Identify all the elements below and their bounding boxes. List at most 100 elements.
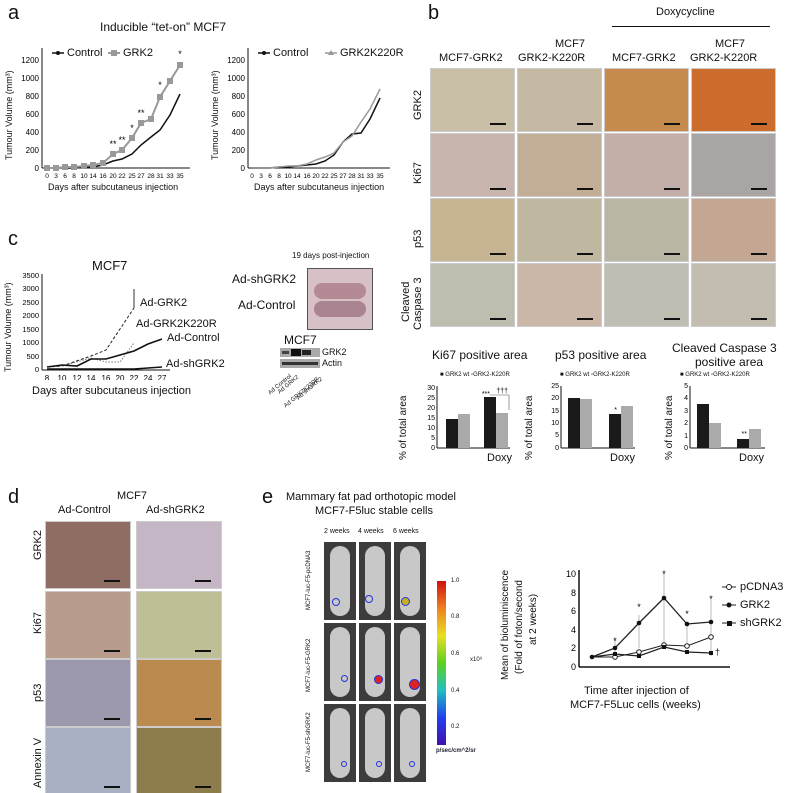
svg-text:14: 14 <box>87 374 96 380</box>
svg-text:35: 35 <box>376 173 384 180</box>
svg-text:*: * <box>130 123 134 133</box>
svg-text:**: ** <box>137 108 145 118</box>
svg-text:*: * <box>178 49 182 59</box>
svg-text:4: 4 <box>571 625 576 635</box>
svg-text:15: 15 <box>427 415 435 422</box>
svg-text:15: 15 <box>551 408 559 415</box>
b-row-caspase-b: Caspase 3 <box>412 277 424 330</box>
blot-band-grk2: GRK2 <box>322 347 347 357</box>
colorbar-tick-0.2: 0.2 <box>451 724 460 730</box>
svg-text:†††: ††† <box>496 388 508 395</box>
svg-text:800: 800 <box>26 92 40 101</box>
svg-text:500: 500 <box>26 352 39 361</box>
p53-xlabel: Doxy <box>610 452 636 464</box>
b-row-p53: p53 <box>412 229 424 248</box>
b-col-4b: GRK2-K220R <box>690 52 758 64</box>
svg-text:400: 400 <box>232 128 246 137</box>
p53-ylabel: % of total area <box>524 395 535 460</box>
panel-e-title-2: MCF7-F5luc stable cells <box>315 505 433 517</box>
b-col-1: MCF7-GRK2 <box>439 52 503 64</box>
ki67-xlabel: Doxy <box>487 452 513 464</box>
d-col-ad-control: Ad-Control <box>58 504 111 516</box>
panel-c-label: c <box>8 228 18 250</box>
svg-text:27: 27 <box>339 173 347 180</box>
d-row-p53: p53 <box>32 683 44 702</box>
ki67-ylabel: % of total area <box>398 395 409 460</box>
e-row-pcdna3: MCF7-luc-F5-pcDNA3 <box>306 550 312 610</box>
photo-caption: 19 days post-injection <box>292 251 370 260</box>
photo-label-ad-shgrk2: Ad-shGRK2 <box>232 272 297 286</box>
svg-text:22: 22 <box>321 173 329 180</box>
svg-text:27: 27 <box>158 374 167 380</box>
svg-text:8: 8 <box>72 173 76 180</box>
colorbar-tick-1.0: 1.0 <box>451 578 460 584</box>
svg-text:20: 20 <box>551 395 559 402</box>
p53-legend: ■ GRK2 wt ▫GRK2-K220R <box>560 372 630 378</box>
svg-text:2: 2 <box>684 420 688 427</box>
svg-text:*: * <box>709 594 713 604</box>
colorbar <box>437 581 446 745</box>
e-legend-grk2: GRK2 <box>740 599 770 611</box>
b-row-ki67: Ki67 <box>412 161 424 184</box>
svg-text:20: 20 <box>427 405 435 412</box>
panel-e-title-1: Mammary fat pad orthotopic model <box>286 491 456 503</box>
svg-text:14: 14 <box>89 173 97 180</box>
svg-text:33: 33 <box>366 173 374 180</box>
svg-text:20: 20 <box>116 374 125 380</box>
svg-text:30: 30 <box>427 385 435 392</box>
e-legend-pcdna3: pCDNA3 <box>740 581 784 593</box>
svg-text:31: 31 <box>156 173 164 180</box>
svg-text:1000: 1000 <box>22 338 39 347</box>
ki67-chart-title: Ki67 positive area <box>432 348 528 362</box>
e-xlabel-2: MCF7-F5Luc cells (weeks) <box>570 699 701 711</box>
panel-a-xlabel-left: Days after subcutaneus injection <box>48 182 179 192</box>
e-row-shgrk2: MCF7-luc-F5-shGRK2 <box>306 712 312 772</box>
svg-text:31: 31 <box>357 173 365 180</box>
svg-text:*: * <box>637 602 641 612</box>
colorbar-scale: x10⁹ <box>470 657 483 663</box>
svg-text:1000: 1000 <box>21 74 39 83</box>
blot-band-actin: Actin <box>322 358 343 368</box>
legend-control-left: Control <box>67 47 103 59</box>
panel-a-ylabel-right: Tumour Volume (mm³) <box>210 70 220 160</box>
svg-text:0: 0 <box>250 173 254 180</box>
svg-text:8: 8 <box>45 374 50 380</box>
e-ylabel-1: Mean of bioluminiscence <box>500 569 511 680</box>
panel-a-title: Inducible “tet-on” MCF7 <box>100 20 227 34</box>
svg-text:10: 10 <box>427 425 435 432</box>
svg-text:6: 6 <box>571 606 576 616</box>
svg-text:22: 22 <box>118 173 126 180</box>
svg-text:0: 0 <box>684 445 688 452</box>
svg-text:200: 200 <box>232 146 246 155</box>
svg-text:0: 0 <box>241 164 246 173</box>
legend-grk2k220r-right: GRK2K220R <box>340 47 404 59</box>
svg-text:35: 35 <box>176 173 184 180</box>
b-row-grk2: GRK2 <box>412 90 424 120</box>
mouse-photo <box>307 268 373 330</box>
svg-text:2500: 2500 <box>22 298 39 307</box>
e-time-2w: 2 weeks <box>324 528 350 535</box>
svg-text:**: ** <box>109 139 117 149</box>
panel-d-label: d <box>8 486 20 508</box>
svg-text:16: 16 <box>102 374 111 380</box>
panel-c-xlabel: Days after subcutaneus injection <box>32 385 191 397</box>
series-ad-shgrk2: Ad-shGRK2 <box>166 358 225 370</box>
blot-actin-band <box>280 359 320 368</box>
svg-text:*: * <box>662 569 666 579</box>
photo-label-ad-control: Ad-Control <box>238 298 296 312</box>
svg-text:10: 10 <box>566 569 576 579</box>
legend-control-right: Control <box>273 47 309 59</box>
svg-text:24: 24 <box>144 374 153 380</box>
svg-text:800: 800 <box>232 92 246 101</box>
panel-a-label: a <box>8 2 20 24</box>
svg-text:3: 3 <box>684 408 688 415</box>
svg-text:0: 0 <box>431 445 435 452</box>
svg-text:2: 2 <box>571 643 576 653</box>
series-ad-grk2: Ad-GRK2 <box>140 297 188 309</box>
e-ylabel-3: at 2 weeks) <box>528 593 539 645</box>
d-row-annexin-v: Annexin V <box>32 737 44 788</box>
